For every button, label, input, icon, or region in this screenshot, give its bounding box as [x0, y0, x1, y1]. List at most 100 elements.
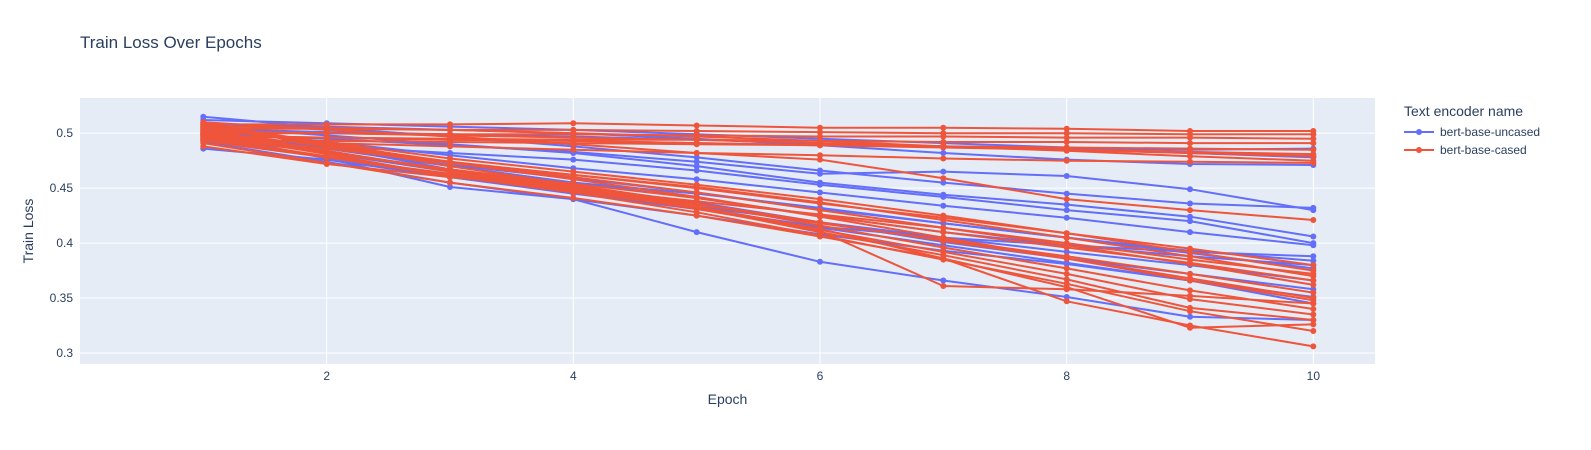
data-point-bert-base-cased[interactable] — [1310, 311, 1317, 318]
data-point-bert-base-cased[interactable] — [1310, 217, 1317, 223]
data-point-bert-base-cased[interactable] — [817, 133, 823, 140]
data-point-bert-base-uncased[interactable] — [693, 158, 700, 165]
data-point-bert-base-cased[interactable] — [940, 124, 947, 131]
data-point-bert-base-cased[interactable] — [940, 143, 947, 150]
data-point-bert-base-cased[interactable] — [1063, 242, 1070, 249]
data-point-bert-base-uncased[interactable] — [1310, 253, 1317, 260]
data-point-bert-base-uncased[interactable] — [1063, 207, 1070, 214]
data-point-bert-base-cased[interactable] — [1187, 248, 1193, 255]
data-point-bert-base-cased[interactable] — [1063, 134, 1070, 141]
data-point-bert-base-cased[interactable] — [1063, 280, 1070, 287]
data-point-bert-base-cased[interactable] — [200, 136, 207, 143]
data-point-bert-base-cased[interactable] — [570, 141, 577, 148]
data-point-bert-base-cased[interactable] — [1310, 289, 1317, 296]
series-line-bert-base-uncased[interactable] — [203, 125, 1314, 238]
data-point-bert-base-cased[interactable] — [1187, 207, 1193, 214]
data-point-bert-base-cased[interactable] — [817, 232, 823, 239]
data-point-bert-base-cased[interactable] — [940, 229, 947, 236]
data-point-bert-base-uncased[interactable] — [817, 170, 823, 177]
data-point-bert-base-cased[interactable] — [1187, 261, 1193, 267]
data-point-bert-base-cased[interactable] — [1187, 277, 1193, 284]
data-point-bert-base-cased[interactable] — [447, 168, 453, 175]
data-point-bert-base-cased[interactable] — [817, 225, 823, 232]
data-point-bert-base-cased[interactable] — [1063, 147, 1070, 154]
data-point-bert-base-cased[interactable] — [1187, 296, 1193, 303]
data-point-bert-base-uncased[interactable] — [570, 156, 577, 163]
data-point-bert-base-uncased[interactable] — [940, 179, 947, 186]
series-line-bert-base-cased[interactable] — [203, 125, 1314, 272]
data-point-bert-base-cased[interactable] — [1063, 139, 1070, 145]
data-point-bert-base-uncased[interactable] — [1063, 259, 1070, 266]
data-point-bert-base-cased[interactable] — [570, 130, 577, 137]
data-point-bert-base-uncased[interactable] — [817, 189, 823, 196]
series-line-bert-base-cased[interactable] — [203, 137, 1314, 164]
data-point-bert-base-uncased[interactable] — [1063, 248, 1070, 255]
data-point-bert-base-uncased[interactable] — [1187, 213, 1193, 220]
data-point-bert-base-cased[interactable] — [817, 156, 823, 163]
data-series[interactable] — [200, 113, 1317, 350]
data-point-bert-base-uncased[interactable] — [1310, 233, 1317, 240]
series-line-bert-base-uncased[interactable] — [203, 115, 1314, 209]
data-point-bert-base-cased[interactable] — [693, 193, 700, 200]
series-line-bert-base-cased[interactable] — [203, 121, 1314, 221]
data-point-bert-base-cased[interactable] — [940, 283, 947, 289]
data-point-bert-base-cased[interactable] — [1310, 297, 1317, 304]
data-point-bert-base-cased[interactable] — [817, 196, 823, 203]
data-point-bert-base-cased[interactable] — [570, 176, 577, 183]
series-line-bert-base-cased[interactable] — [203, 122, 1314, 132]
data-point-bert-base-cased[interactable] — [1310, 131, 1317, 138]
data-point-bert-base-cased[interactable] — [323, 134, 330, 141]
data-point-bert-base-cased[interactable] — [1310, 281, 1317, 288]
data-point-bert-base-cased[interactable] — [1063, 157, 1070, 164]
data-point-bert-base-cased[interactable] — [817, 142, 823, 149]
series-line-bert-base-cased[interactable] — [203, 125, 1314, 162]
data-point-bert-base-cased[interactable] — [817, 124, 823, 131]
data-point-bert-base-uncased[interactable] — [1310, 207, 1317, 214]
data-point-bert-base-uncased[interactable] — [1187, 186, 1193, 193]
data-point-bert-base-cased[interactable] — [693, 189, 700, 196]
data-point-bert-base-cased[interactable] — [693, 122, 700, 129]
data-point-bert-base-cased[interactable] — [570, 146, 577, 153]
data-point-bert-base-cased[interactable] — [1310, 317, 1317, 323]
data-point-bert-base-cased[interactable] — [693, 140, 700, 147]
data-point-bert-base-cased[interactable] — [1187, 270, 1193, 277]
data-point-bert-base-cased[interactable] — [1310, 267, 1317, 274]
data-point-bert-base-cased[interactable] — [1063, 125, 1070, 132]
data-point-bert-base-cased[interactable] — [1063, 265, 1070, 272]
data-point-bert-base-uncased[interactable] — [1063, 214, 1070, 221]
data-point-bert-base-cased[interactable] — [447, 133, 453, 140]
data-point-bert-base-cased[interactable] — [817, 207, 823, 214]
data-point-bert-base-cased[interactable] — [940, 133, 947, 140]
data-point-bert-base-cased[interactable] — [1187, 253, 1193, 260]
data-point-bert-base-cased[interactable] — [1187, 140, 1193, 147]
series-line-bert-base-cased[interactable] — [203, 142, 1314, 329]
data-point-bert-base-uncased[interactable] — [693, 167, 700, 174]
data-point-bert-base-uncased[interactable] — [1187, 218, 1193, 225]
data-point-bert-base-uncased[interactable] — [693, 154, 700, 161]
data-point-bert-base-cased[interactable] — [323, 126, 330, 133]
data-point-bert-base-cased[interactable] — [693, 150, 700, 156]
data-point-bert-base-cased[interactable] — [1063, 270, 1070, 277]
data-point-bert-base-cased[interactable] — [693, 209, 700, 216]
data-point-bert-base-cased[interactable] — [940, 244, 947, 251]
data-point-bert-base-cased[interactable] — [940, 224, 947, 231]
data-point-bert-base-uncased[interactable] — [200, 113, 207, 120]
data-point-bert-base-cased[interactable] — [1310, 273, 1317, 280]
data-point-bert-base-cased[interactable] — [447, 155, 453, 162]
data-point-bert-base-cased[interactable] — [1187, 308, 1193, 315]
series-line-bert-base-cased[interactable] — [203, 122, 1314, 302]
series-line-bert-base-cased[interactable] — [203, 132, 1314, 332]
data-point-bert-base-cased[interactable] — [1310, 146, 1317, 153]
data-point-bert-base-cased[interactable] — [817, 129, 823, 136]
data-point-bert-base-cased[interactable] — [693, 203, 700, 210]
data-point-bert-base-uncased[interactable] — [940, 150, 947, 156]
data-point-bert-base-uncased[interactable] — [940, 277, 947, 284]
data-point-bert-base-uncased[interactable] — [693, 176, 700, 183]
data-point-bert-base-cased[interactable] — [447, 143, 453, 150]
series-line-bert-base-cased[interactable] — [203, 134, 1314, 278]
data-point-bert-base-cased[interactable] — [1187, 148, 1193, 155]
series-bert-base-cased[interactable] — [200, 119, 1317, 350]
data-point-bert-base-cased[interactable] — [940, 212, 947, 219]
series-line-bert-base-cased[interactable] — [203, 128, 1314, 321]
data-point-bert-base-cased[interactable] — [693, 128, 700, 134]
